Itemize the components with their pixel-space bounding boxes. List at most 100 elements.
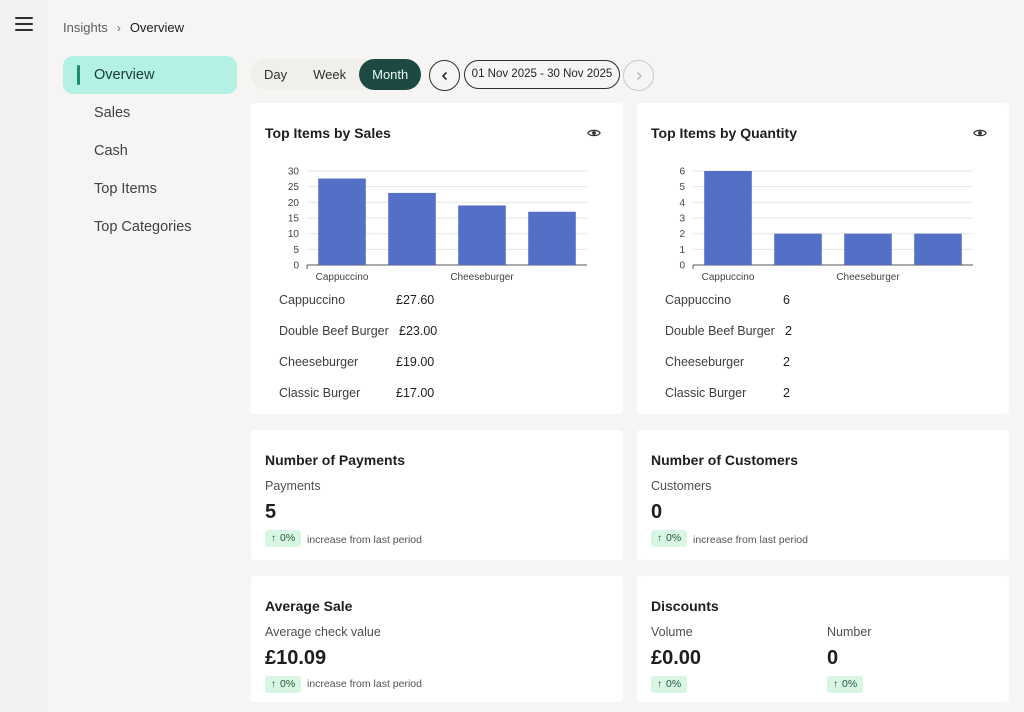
metric-value: £10.09 (265, 647, 327, 669)
top-sales-card: Top Items by Sales 0 5 10 15 20 25 30 Cappuccin… (251, 103, 623, 414)
table-row-name: Cheeseburger (279, 355, 359, 369)
date-range-picker[interactable]: 01 Nov 2025 - 30 Nov 2025 (464, 60, 620, 89)
change-badge: ↑ 0% (265, 530, 302, 547)
period-week-button[interactable]: Week (313, 67, 347, 82)
x-tick-label: Cheeseburger (836, 272, 900, 283)
y-tick-label: 0 (679, 261, 685, 272)
bar-2 (844, 233, 892, 265)
metric-label: Payments (265, 479, 321, 493)
next-period-button[interactable] (623, 60, 654, 91)
y-tick-label: 25 (288, 182, 300, 193)
y-tick-label: 4 (679, 198, 685, 209)
x-tick-label: Cappuccino (702, 272, 755, 283)
change-badge: ↑ 0% (265, 676, 302, 693)
y-tick-label: 20 (288, 198, 300, 209)
sidebar-item-overview[interactable]: Overview (63, 56, 237, 94)
change-badge: ↑ 0% (651, 676, 688, 693)
table-row-value: 2 (785, 324, 792, 338)
card-title: Number of Payments (265, 452, 406, 468)
table-row-name: Double Beef Burger (279, 324, 389, 338)
eye-icon[interactable] (973, 126, 987, 140)
breadcrumb: Insights › Overview (63, 20, 184, 35)
chevron-left-icon (441, 71, 447, 80)
customers-card: Number of Customers Customers 0 ↑ 0% incr… (637, 430, 1009, 560)
volume-value: £0.00 (651, 647, 702, 669)
metric-label: Customers (651, 479, 712, 493)
sidebar-item-sales[interactable]: Sales (94, 105, 131, 121)
chevron-right-icon (636, 71, 642, 80)
change-note: increase from last period (307, 678, 422, 690)
y-tick-label: 1 (679, 245, 685, 256)
breadcrumb-insights[interactable]: Insights (63, 20, 108, 35)
change-note: increase from last period (693, 534, 808, 546)
eye-icon[interactable] (587, 126, 601, 140)
change-badge: ↑ 0% (827, 676, 864, 693)
average-sale-card: Average Sale Average check value £10.09 … (251, 576, 623, 702)
side-rail (0, 0, 48, 712)
card-title: Average Sale (265, 598, 353, 614)
y-tick-label: 3 (679, 214, 685, 225)
prev-period-button[interactable] (429, 60, 460, 91)
table-row-value: 2 (783, 386, 790, 400)
number-label: Number (827, 625, 872, 639)
y-tick-label: 10 (288, 229, 300, 240)
arrow-up-icon: ↑ (271, 679, 276, 690)
sidebar-item-top-categories[interactable]: Top Categories (94, 219, 192, 235)
arrow-up-icon: ↑ (657, 533, 662, 544)
bar-0 (318, 178, 366, 265)
bar-3 (528, 211, 576, 265)
y-tick-label: 5 (293, 245, 299, 256)
bar-0 (704, 171, 752, 265)
x-tick-label: Cappuccino (316, 272, 369, 283)
card-title: Top Items by Quantity (651, 125, 797, 141)
y-tick-label: 30 (288, 167, 300, 178)
bar-2 (458, 205, 506, 265)
sidebar-item-top-items[interactable]: Top Items (94, 181, 157, 197)
volume-label: Volume (651, 625, 693, 639)
top-quantity-card: Top Items by Quantity 0 1 2 3 4 5 6 Cappuccino C… (637, 103, 1009, 414)
arrow-up-icon: ↑ (657, 679, 662, 690)
breadcrumb-current: Overview (129, 20, 184, 35)
y-tick-label: 2 (679, 229, 685, 240)
period-day-button[interactable]: Day (264, 67, 288, 82)
sidebar-item-cash[interactable]: Cash (94, 143, 128, 159)
table-row-value: £23.00 (399, 324, 438, 338)
table-row-name: Classic Burger (665, 386, 747, 400)
table-row-value: 2 (783, 355, 790, 369)
x-tick-label: Cheeseburger (450, 272, 514, 283)
payments-card: Number of Payments Payments 5 ↑ 0% increa… (251, 430, 623, 560)
table-row-name: Classic Burger (279, 386, 361, 400)
y-tick-label: 0 (293, 261, 299, 272)
change-badge: ↑ 0% (651, 530, 688, 547)
bar-1 (388, 192, 436, 265)
table-row-name: Cheeseburger (665, 355, 745, 369)
period-selector: Day Week Month (251, 59, 422, 90)
table-row-value: 6 (783, 293, 790, 307)
bar-1 (774, 233, 822, 265)
discounts-card: Discounts Volume £0.00 ↑ 0% Number 0 ↑ 0% (637, 576, 1009, 702)
table-row-name: Cappuccino (665, 293, 732, 307)
period-month-button[interactable]: Month (359, 59, 422, 90)
table-row-value: £17.00 (396, 386, 435, 400)
sales-bar-chart: 0 5 10 15 20 25 30 Cappuccino Cheeseburger (288, 167, 587, 283)
metric-label: Average check value (265, 625, 381, 639)
number-value: 0 (827, 647, 839, 669)
table-row-name: Cappuccino (279, 293, 346, 307)
arrow-up-icon: ↑ (271, 533, 276, 544)
metric-value: 5 (265, 501, 277, 523)
table-row-value: £19.00 (396, 355, 435, 369)
y-tick-label: 5 (679, 182, 685, 193)
y-tick-label: 15 (288, 214, 300, 225)
metric-value: 0 (651, 501, 663, 523)
table-row-name: Double Beef Burger (665, 324, 775, 338)
arrow-up-icon: ↑ (833, 679, 838, 690)
sidebar-nav: Overview Sales Cash Top Items Top Catego… (63, 56, 237, 246)
menu-icon[interactable] (15, 17, 33, 31)
card-title: Discounts (651, 598, 719, 614)
bar-3 (914, 233, 962, 265)
chevron-right-icon: › (116, 20, 121, 35)
active-indicator (77, 65, 80, 85)
card-title: Top Items by Sales (265, 125, 391, 141)
quantity-bar-chart: 0 1 2 3 4 5 6 Cappuccino Cheeseburger (679, 167, 973, 283)
card-title: Number of Customers (651, 452, 799, 468)
